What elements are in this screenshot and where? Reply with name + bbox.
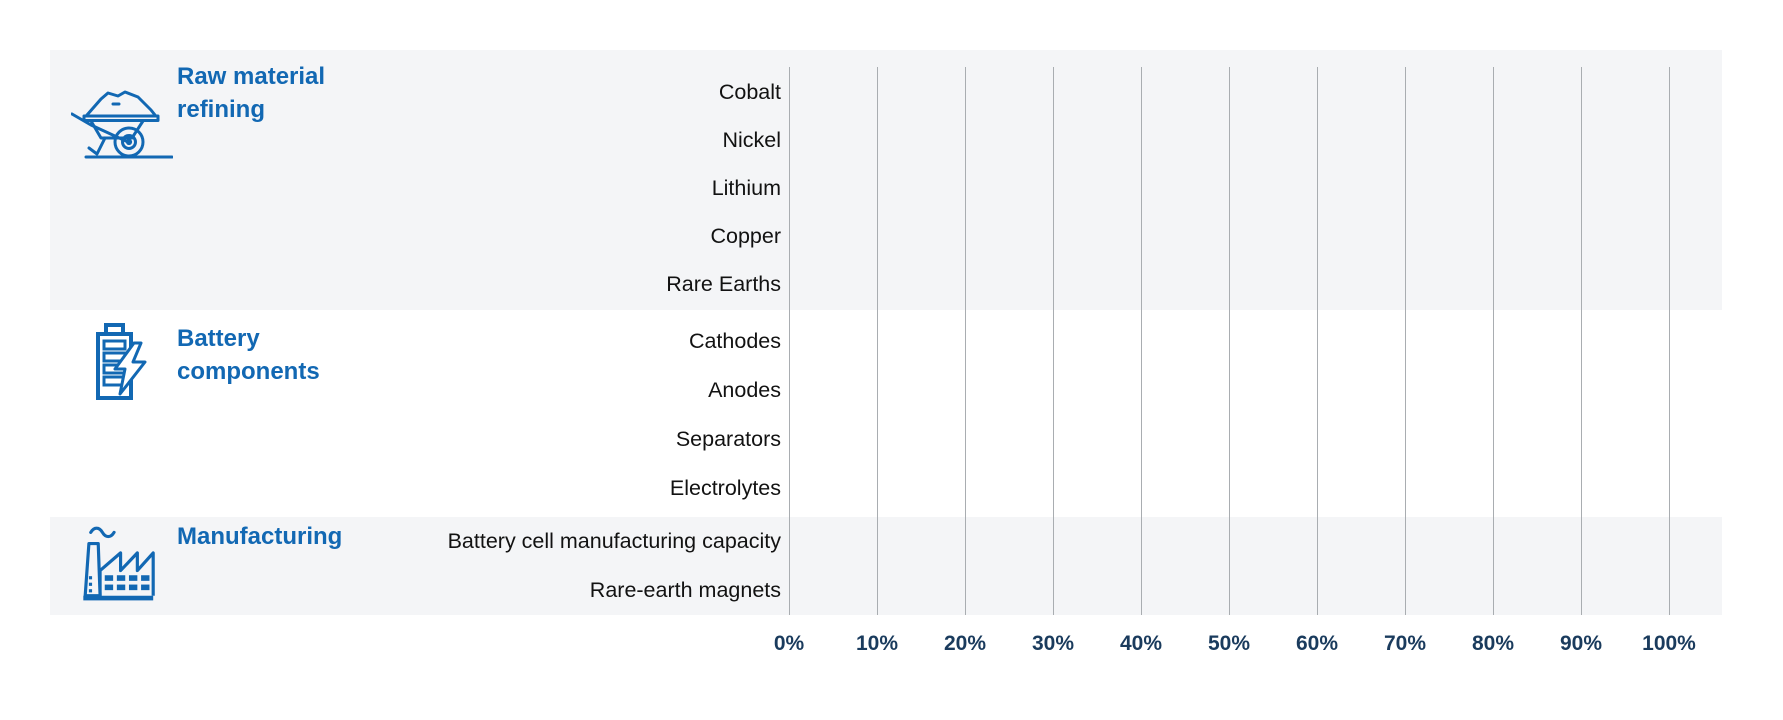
row-copper: Copper	[50, 212, 781, 260]
row-rare-earth-magnets: Rare-earth magnets	[50, 566, 781, 615]
row-label: Rare Earths	[666, 271, 781, 296]
gridline	[1580, 67, 1582, 615]
x-axis-tick: 90%	[1559, 632, 1603, 655]
row-separators: Separators	[50, 415, 781, 464]
row-label: Anodes	[708, 378, 781, 402]
row-label: Nickel	[722, 127, 781, 152]
x-axis-tick: 30%	[1031, 632, 1075, 655]
row-label: Copper	[710, 223, 781, 248]
x-axis-tick: 50%	[1207, 632, 1251, 655]
row-labels: Cathodes Anodes Separators Electrolytes	[50, 317, 781, 513]
gridline	[1668, 67, 1670, 615]
factory-icon	[74, 524, 156, 602]
x-axis-tick: 0%	[773, 632, 805, 655]
row-cathodes: Cathodes	[50, 317, 781, 366]
row-battery-cell-manufacturing-capacity: Battery cell manufacturing capacity	[50, 517, 781, 566]
group-band-manufacturing: Manufacturing Battery cell manufacturing …	[50, 517, 1722, 615]
row-labels: Cobalt Nickel Lithium Copper Rare Earths	[50, 68, 781, 308]
row-label: Lithium	[711, 175, 781, 200]
row-cobalt: Cobalt	[50, 68, 781, 116]
gridline	[1404, 67, 1406, 615]
group-label-battery-components: Battery components	[177, 325, 320, 385]
row-rare-earths: Rare Earths	[50, 260, 781, 308]
gridline	[964, 67, 966, 615]
gridline	[1316, 67, 1318, 615]
row-lithium: Lithium	[50, 164, 781, 212]
x-axis-tick: 40%	[1119, 632, 1163, 655]
gridline	[1140, 67, 1142, 615]
row-label: Cobalt	[718, 79, 781, 104]
gridline	[1228, 67, 1230, 615]
x-axis-tick: 100%	[1642, 632, 1696, 655]
row-anodes: Anodes	[50, 366, 781, 415]
wheelbarrow-icon	[71, 80, 173, 160]
row-label: Battery cell manufacturing capacity	[447, 529, 781, 553]
row-labels: Battery cell manufacturing capacity Rare-…	[50, 517, 781, 615]
gridline	[788, 67, 790, 615]
x-axis-tick: 20%	[943, 632, 987, 655]
row-label: Separators	[675, 427, 781, 451]
row-label: Rare-earth magnets	[589, 578, 781, 602]
gridline	[1052, 67, 1054, 615]
group-label-manufacturing: Manufacturing	[177, 523, 343, 550]
x-axis-tick: 80%	[1471, 632, 1515, 655]
group-band-battery-components: Battery components Cathodes Anodes Separato…	[50, 310, 1722, 517]
group-band-raw-material-refining: Raw material refining Cobalt Nickel Lithium…	[50, 50, 1722, 310]
gridline	[1492, 67, 1494, 615]
gridline	[876, 67, 878, 615]
row-label: Cathodes	[688, 329, 781, 353]
group-label-raw-material-refining: Raw material refining	[177, 63, 326, 123]
row-label: Electrolytes	[669, 476, 781, 500]
x-axis-tick: 70%	[1383, 632, 1427, 655]
x-axis-tick: 60%	[1295, 632, 1339, 655]
row-electrolytes: Electrolytes	[50, 464, 781, 513]
battery-icon	[96, 323, 148, 401]
x-axis-tick: 10%	[855, 632, 899, 655]
row-nickel: Nickel	[50, 116, 781, 164]
